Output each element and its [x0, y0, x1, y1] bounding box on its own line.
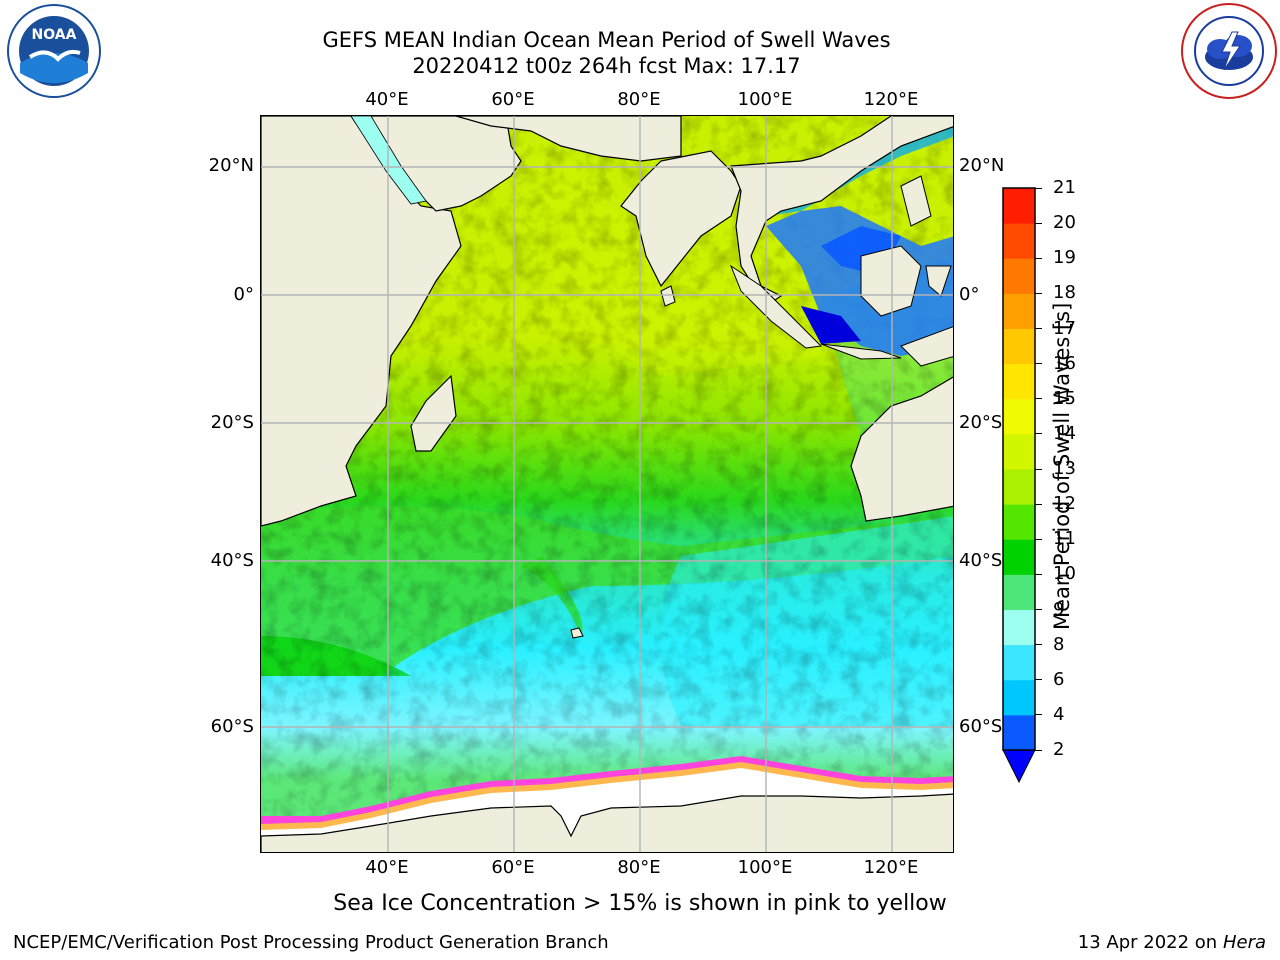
colorbar-tick-label: 8 — [1053, 633, 1065, 655]
lat-label-left: 0° — [233, 284, 254, 305]
chart-subtitle: 20220412 t00z 264h fcst Max: 17.17 — [412, 54, 801, 78]
colorbar-tick-mark — [1035, 609, 1042, 610]
lon-label-bottom: 80°E — [617, 857, 661, 878]
colorbar-segment — [1003, 574, 1035, 610]
colorbar-tick-label: 12 — [1053, 493, 1076, 515]
footer-credit: NCEP/EMC/Verification Post Processing Pr… — [13, 932, 609, 953]
colorbar — [1002, 187, 1036, 784]
lat-label-right: 0° — [959, 284, 980, 305]
footer-host: Hera — [1222, 932, 1266, 953]
colorbar-tick-mark — [1035, 328, 1042, 329]
lon-label-top: 100°E — [737, 89, 793, 110]
colorbar-tick-mark — [1035, 187, 1042, 189]
colorbar-segment — [1003, 679, 1035, 716]
colorbar-tick-mark — [1035, 222, 1042, 224]
chart-title: GEFS MEAN Indian Ocean Mean Period of Sw… — [322, 28, 891, 52]
sea-ice-caption: Sea Ice Concentration > 15% is shown in … — [333, 891, 947, 916]
colorbar-tick-mark — [1035, 468, 1042, 470]
colorbar-segment — [1003, 609, 1035, 646]
colorbar-tick-mark — [1035, 679, 1042, 681]
lon-label-top: 60°E — [491, 89, 535, 110]
colorbar-label: Mean Period of Swell Waves [s] — [1050, 302, 1074, 630]
colorbar-segment — [1003, 188, 1035, 224]
colorbar-tick-label: 16 — [1053, 352, 1076, 374]
colorbar-segment — [1003, 398, 1035, 435]
colorbar-tick-label: 20 — [1053, 212, 1076, 234]
colorbar-segment — [1003, 328, 1035, 365]
colorbar-tick-label: 18 — [1053, 282, 1076, 304]
colorbar-segment — [1003, 223, 1035, 259]
colorbar-tick-mark — [1035, 503, 1042, 505]
colorbar-segment — [1003, 258, 1035, 294]
footer-date-text: 13 Apr 2022 on — [1077, 932, 1223, 953]
colorbar-segment — [1003, 469, 1035, 505]
lon-label-bottom: 40°E — [365, 857, 409, 878]
lon-label-bottom: 120°E — [863, 857, 919, 878]
colorbar-tick-mark — [1035, 573, 1042, 575]
colorbar-tick-label: 17 — [1053, 317, 1076, 339]
colorbar-segment — [1003, 714, 1035, 751]
lat-label-right: 40°S — [959, 550, 1003, 571]
colorbar-tick-mark — [1035, 538, 1042, 540]
noaa-logo-text: NOAA — [32, 27, 77, 43]
map-gridlines — [261, 116, 953, 852]
colorbar-tick-mark — [1035, 363, 1042, 365]
colorbar-tick-label: 10 — [1053, 563, 1076, 585]
colorbar-tick-mark — [1035, 292, 1042, 294]
colorbar-tick-mark — [1035, 398, 1042, 400]
colorbar-tick-mark — [1035, 749, 1042, 751]
colorbar-tick-mark — [1035, 433, 1042, 435]
map-canvas — [261, 116, 953, 852]
colorbar-tick-label: 13 — [1053, 458, 1076, 479]
colorbar-tick-label: 15 — [1053, 387, 1076, 409]
lon-label-bottom: 100°E — [737, 857, 793, 878]
colorbar-tick-mark — [1035, 714, 1042, 716]
colorbar-extend-arrow — [1002, 749, 1036, 784]
noaa-logo: NOAA — [7, 4, 101, 98]
colorbar-tick-mark — [1035, 644, 1042, 646]
colorbar-tick-mark — [1035, 257, 1042, 259]
colorbar-segment — [1003, 539, 1035, 575]
lat-label-right: 20°S — [959, 412, 1003, 433]
colorbar-segment — [1003, 644, 1035, 681]
lat-label-right: 20°N — [959, 155, 1005, 176]
colorbar-tick-label: 11 — [1053, 528, 1076, 550]
colorbar-tick-label: 2 — [1053, 739, 1065, 760]
colorbar-segment — [1003, 293, 1035, 329]
colorbar-tick-label: 9 — [1053, 598, 1065, 620]
colorbar-tick-label: 4 — [1053, 703, 1065, 725]
colorbar-tick-label: 14 — [1053, 422, 1076, 444]
lon-label-top: 80°E — [617, 89, 661, 110]
map-panel — [260, 115, 954, 853]
lat-label-left: 40°S — [210, 550, 254, 571]
colorbar-segment — [1003, 433, 1035, 470]
lat-label-left: 60°S — [210, 716, 254, 737]
lat-label-left: 20°N — [208, 155, 254, 176]
colorbar-segment — [1003, 504, 1035, 540]
lat-label-right: 60°S — [959, 716, 1003, 737]
lon-label-bottom: 60°E — [491, 857, 535, 878]
colorbar-tick-label: 6 — [1053, 668, 1065, 690]
nws-logo — [1181, 3, 1277, 99]
footer-date: 13 Apr 2022 on Hera — [1078, 932, 1266, 954]
lon-label-top: 120°E — [863, 89, 919, 110]
lat-label-left: 20°S — [210, 412, 254, 433]
colorbar-tick-label: 19 — [1053, 247, 1076, 269]
colorbar-segment — [1003, 363, 1035, 400]
colorbar-tick-label: 21 — [1053, 177, 1076, 198]
lon-label-top: 40°E — [365, 89, 409, 110]
